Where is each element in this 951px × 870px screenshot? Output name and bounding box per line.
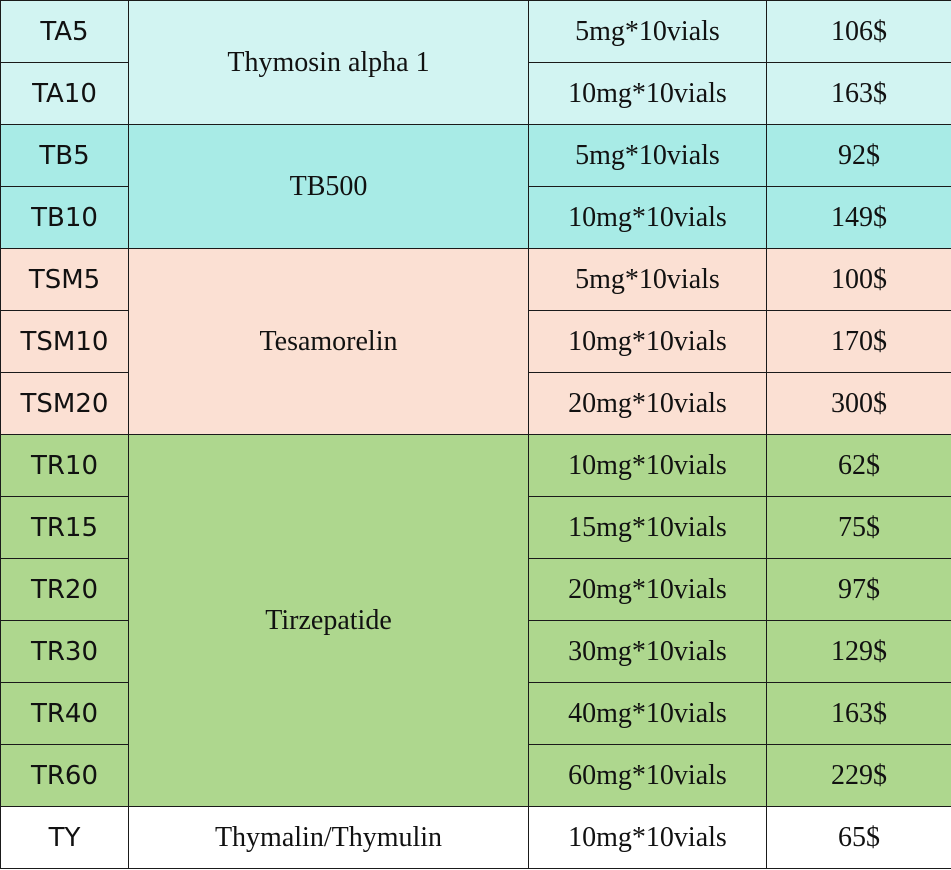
product-code-cell: TR30 — [0, 620, 129, 683]
price-cell: 62$ — [766, 434, 951, 497]
product-code-cell: TR20 — [0, 558, 129, 621]
price-cell: 65$ — [766, 806, 951, 869]
price-cell: 97$ — [766, 558, 951, 621]
product-name-cell: TB500 — [128, 124, 529, 249]
spec-cell: 40mg*10vials — [528, 682, 767, 745]
table-row: TB5 TB500 5mg*10vials 92$ — [0, 124, 951, 249]
table-row: TSM5 Tesamorelin 5mg*10vials 100$ — [0, 248, 951, 435]
price-cell: 129$ — [766, 620, 951, 683]
price-cell: 100$ — [766, 248, 951, 311]
product-name-cell: Thymalin/Thymulin — [128, 806, 529, 869]
price-cell: 92$ — [766, 124, 951, 187]
product-code-cell: TSM10 — [0, 310, 129, 373]
price-cell: 75$ — [766, 496, 951, 559]
price-cell: 106$ — [766, 0, 951, 63]
price-cell: 163$ — [766, 682, 951, 745]
table-row: TY Thymalin/Thymulin 10mg*10vials 65$ — [0, 806, 951, 869]
product-code-cell: TSM5 — [0, 248, 129, 311]
table-row: TR10 Tirzepatide 10mg*10vials 62$ — [0, 434, 951, 807]
product-code-cell: TB5 — [0, 124, 129, 187]
spec-cell: 30mg*10vials — [528, 620, 767, 683]
spec-cell: 60mg*10vials — [528, 744, 767, 807]
product-name-cell: Tirzepatide — [128, 434, 529, 807]
spec-cell: 10mg*10vials — [528, 310, 767, 373]
product-code-cell: TR15 — [0, 496, 129, 559]
spec-cell: 15mg*10vials — [528, 496, 767, 559]
product-name-cell: Thymosin alpha 1 — [128, 0, 529, 125]
product-code-cell: TB10 — [0, 186, 129, 249]
price-cell: 229$ — [766, 744, 951, 807]
table-row: TA5 Thymosin alpha 1 5mg*10vials 106$ — [0, 0, 951, 125]
product-name-cell: Tesamorelin — [128, 248, 529, 435]
product-code-cell: TSM20 — [0, 372, 129, 435]
spec-cell: 10mg*10vials — [528, 806, 767, 869]
price-cell: 163$ — [766, 62, 951, 125]
product-code-cell: TR60 — [0, 744, 129, 807]
spec-cell: 5mg*10vials — [528, 0, 767, 63]
price-cell: 300$ — [766, 372, 951, 435]
product-code-cell: TA10 — [0, 62, 129, 125]
spec-cell: 20mg*10vials — [528, 558, 767, 621]
spec-cell: 5mg*10vials — [528, 124, 767, 187]
product-code-cell: TA5 — [0, 0, 129, 63]
price-cell: 170$ — [766, 310, 951, 373]
spec-cell: 5mg*10vials — [528, 248, 767, 311]
spec-cell: 20mg*10vials — [528, 372, 767, 435]
spec-cell: 10mg*10vials — [528, 186, 767, 249]
spec-cell: 10mg*10vials — [528, 62, 767, 125]
product-code-cell: TR40 — [0, 682, 129, 745]
table-row: TR60 60mg*10vials 229$ — [0, 744, 951, 807]
spec-cell: 10mg*10vials — [528, 434, 767, 497]
product-code-cell: TY — [0, 806, 129, 869]
product-code-cell: TR10 — [0, 434, 129, 497]
price-cell: 149$ — [766, 186, 951, 249]
